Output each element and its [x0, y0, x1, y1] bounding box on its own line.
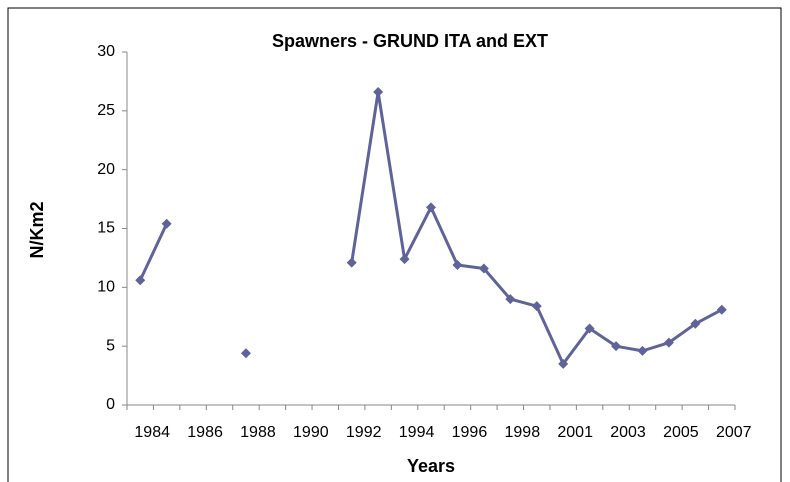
data-point — [690, 318, 701, 329]
data-point — [373, 87, 384, 98]
x-tick-label: 2005 — [663, 424, 699, 441]
data-point — [135, 275, 146, 286]
data-point — [452, 259, 463, 270]
y-axis-title: N/Km2 — [27, 201, 47, 258]
frame — [7, 7, 782, 482]
data-point — [399, 254, 410, 265]
data-point — [346, 257, 357, 268]
data-point — [478, 263, 489, 274]
data-point — [161, 218, 172, 229]
data-point — [611, 341, 622, 352]
x-tick-label: 1984 — [134, 424, 170, 441]
y-tick-label: 20 — [97, 161, 115, 178]
x-tick-label: 1990 — [293, 424, 329, 441]
x-axis-title: Years — [407, 456, 455, 476]
y-tick-label: 10 — [97, 279, 115, 296]
data-point — [584, 323, 595, 334]
x-tick-label: 1986 — [187, 424, 223, 441]
x-tick-label: 2001 — [557, 424, 593, 441]
y-tick-label: 30 — [97, 43, 115, 60]
x-tick-label: 1988 — [240, 424, 276, 441]
y-tick-label: 15 — [97, 220, 115, 237]
x-tick-label: 1992 — [346, 424, 382, 441]
data-point — [663, 337, 674, 348]
x-tick-label: 1996 — [452, 424, 488, 441]
x-tick-label: 1994 — [399, 424, 435, 441]
y-tick-label: 0 — [106, 396, 115, 413]
x-tick-label: 1998 — [505, 424, 541, 441]
x-tick-label: 2007 — [716, 424, 752, 441]
data-point — [558, 358, 569, 369]
chart-title: Spawners - GRUND ITA and EXT — [272, 31, 548, 51]
data-point — [240, 348, 251, 359]
series-line — [138, 90, 723, 366]
data-point — [505, 294, 516, 305]
x-tick-label: 2003 — [610, 424, 646, 441]
data-point — [637, 345, 648, 356]
y-tick-label: 25 — [97, 102, 115, 119]
data-point — [531, 301, 542, 312]
data-point — [716, 304, 727, 315]
data-point — [426, 202, 436, 213]
y-tick-label: 5 — [106, 337, 115, 354]
